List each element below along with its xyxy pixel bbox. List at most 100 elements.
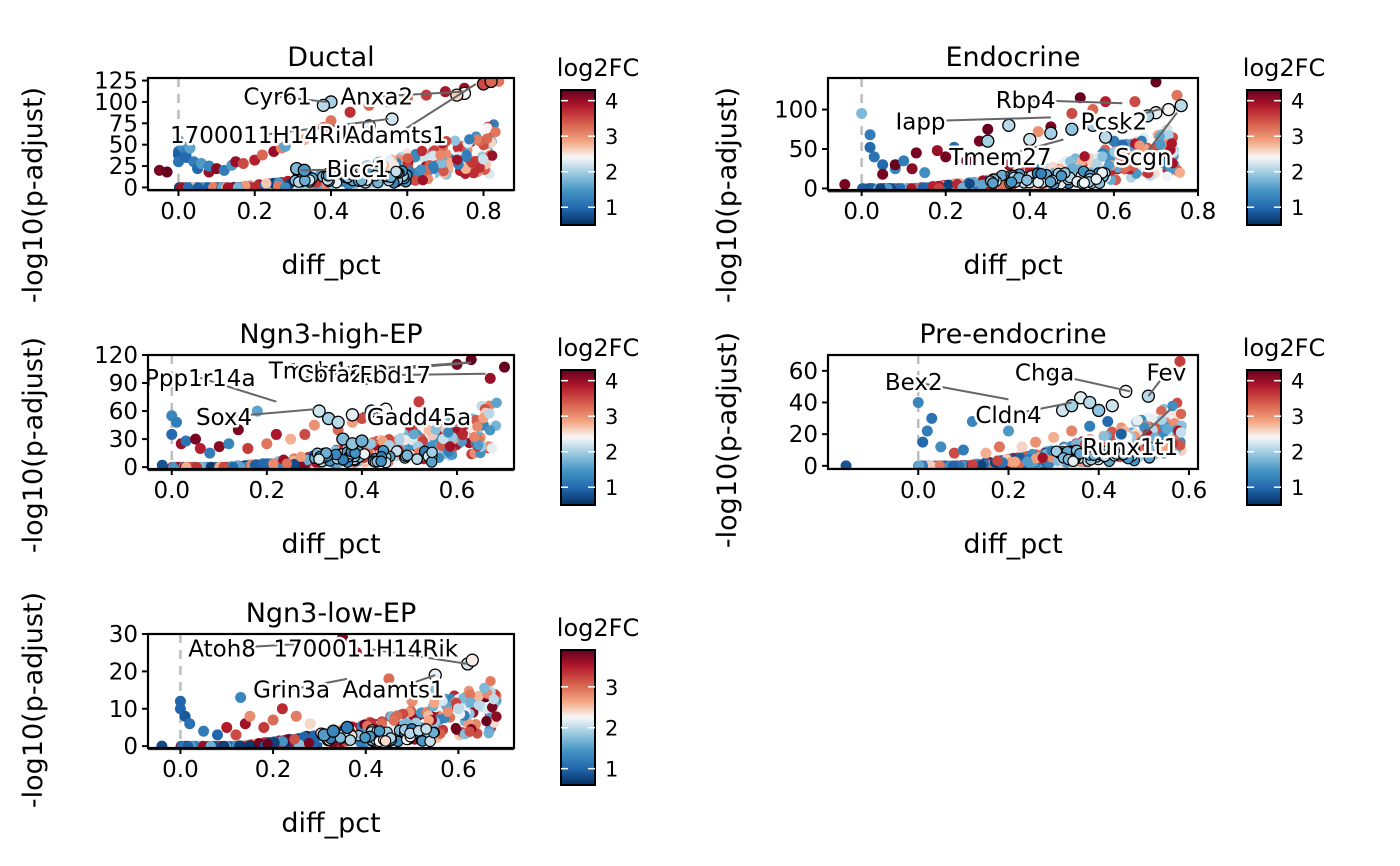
plot-area: [153, 78, 505, 190]
cloud-point: [1161, 171, 1173, 182]
x-tick-label: 0.6: [1171, 478, 1208, 504]
highlighted-point: [362, 119, 376, 133]
highlighted-point: [326, 724, 340, 738]
data-point: [877, 168, 889, 180]
data-point: [864, 129, 876, 141]
cloud-point: [478, 154, 489, 165]
colorbar-tick-label: 3: [1291, 125, 1304, 149]
data-point: [910, 147, 922, 159]
gene-label-halo: Atoh8: [188, 636, 256, 662]
cloud-point: [1154, 441, 1166, 453]
cloud-point: [257, 458, 269, 469]
label-connector: [1142, 112, 1178, 158]
data-point: [258, 721, 270, 733]
cloud-point: [457, 429, 468, 441]
y-tick-label: 25: [109, 154, 138, 180]
data-point: [1030, 436, 1042, 448]
gene-label-1700011h14rik: 1700011H14Rik: [273, 636, 458, 662]
cloud-point: [218, 740, 230, 748]
colorbar-tick-label: 1: [605, 196, 618, 220]
data-point: [356, 413, 368, 425]
gene-label-tmsb4x: Tmsb4x: [268, 358, 360, 384]
data-point: [221, 721, 233, 733]
data-point: [1084, 420, 1096, 432]
data-point: [232, 424, 244, 436]
data-point: [1002, 425, 1014, 437]
data-point: [961, 155, 973, 167]
colorbar-tick-label: 1: [1291, 476, 1304, 500]
data-point: [948, 447, 960, 459]
colorbar-tick-label: 3: [605, 125, 618, 149]
legend-title: log2FC: [557, 614, 639, 642]
y-tick-label: 0: [123, 734, 138, 760]
cloud-point: [394, 434, 405, 445]
gene-label-runx1t1: Runx1t1: [1082, 435, 1178, 461]
x-axis-label: diff_pct: [281, 250, 380, 281]
colorbar: [1246, 89, 1282, 226]
data-point: [1150, 78, 1162, 88]
data-point: [244, 710, 256, 722]
highlighted-point: [1023, 132, 1037, 147]
cloud-point: [976, 460, 987, 469]
x-tick-label: 0.4: [1012, 199, 1049, 225]
cloud-point: [205, 461, 217, 469]
threshold-point: [411, 453, 423, 465]
gene-label-pcsk2: Pcsk2: [1081, 109, 1147, 135]
cloud-point: [261, 178, 272, 189]
threshold-point: [987, 177, 999, 189]
data-point: [213, 441, 225, 453]
cloud-point: [491, 711, 502, 722]
cloud-point: [443, 427, 454, 438]
highlighted-point: [1115, 120, 1129, 134]
data-point: [184, 142, 196, 154]
threshold-point: [1050, 445, 1063, 458]
cloud-point: [488, 693, 499, 705]
data-point: [429, 684, 441, 696]
cloud-point: [1175, 427, 1187, 438]
data-point: [285, 433, 297, 445]
colorbar-tick-label: 3: [605, 405, 618, 429]
highlighted-point: [331, 415, 345, 429]
x-tick-label: 0.4: [347, 757, 384, 783]
threshold-point: [320, 447, 332, 459]
x-axis-label: diff_pct: [963, 250, 1062, 281]
gene-label-bex2: Bex2: [885, 370, 943, 396]
cloud-point: [451, 724, 462, 735]
cloud-point: [895, 183, 906, 190]
y-tick-label: 0: [803, 176, 818, 202]
cloud-point: [1167, 438, 1178, 449]
data-point: [931, 145, 943, 157]
gene-label-atoh8: Atoh8: [188, 636, 256, 662]
y-tick-label: 60: [789, 359, 818, 385]
data-point: [198, 725, 210, 737]
data-point: [1174, 355, 1186, 367]
cloud-point: [289, 733, 300, 745]
data-point: [935, 441, 947, 453]
data-point: [161, 166, 173, 178]
label-connector: [291, 677, 348, 691]
threshold-point: [373, 725, 386, 737]
threshold-point: [1098, 450, 1111, 463]
colorbar-tick-label: 1: [1291, 196, 1304, 220]
legend-title: log2FC: [1243, 54, 1325, 82]
x-tick-label: 0.2: [255, 757, 292, 783]
cloud-point: [222, 182, 234, 190]
label-connector: [395, 83, 477, 136]
data-point: [180, 435, 192, 447]
data-point: [1087, 104, 1099, 116]
threshold-point: [1055, 170, 1068, 182]
label-connector: [365, 647, 468, 665]
cloud-point: [402, 153, 413, 164]
gene-label-adamts1: Adamts1: [343, 678, 445, 704]
colorbar-tick-label: 1: [605, 758, 618, 782]
cloud-point: [416, 145, 428, 157]
cloud-point: [465, 697, 476, 708]
gene-label-halo: Sox4: [196, 405, 252, 431]
cloud-point: [1134, 152, 1145, 163]
data-point: [420, 89, 432, 101]
gene-label-halo: Grin3a: [253, 678, 330, 704]
data-point: [921, 425, 933, 437]
cloud-point: [481, 715, 492, 727]
data-point: [993, 441, 1005, 453]
